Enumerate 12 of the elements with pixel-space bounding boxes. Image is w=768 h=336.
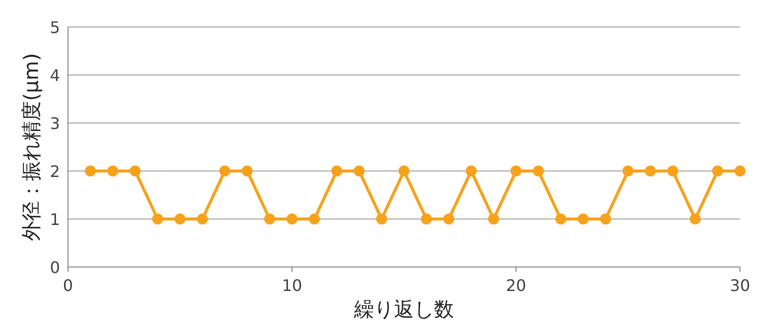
y-axis-title: 外径：振れ精度(μm) [19, 53, 43, 241]
y-tick-label: 3 [50, 114, 60, 133]
x-axis-title: 繰り返し数 [353, 297, 454, 321]
y-tick-label: 4 [50, 66, 60, 85]
x-tick-label: 10 [282, 276, 302, 295]
x-tick-label: 20 [506, 276, 526, 295]
x-tick-label: 30 [730, 276, 750, 295]
y-tick-label: 0 [50, 258, 60, 277]
x-tick-label: 0 [62, 276, 74, 295]
y-tick-label: 1 [50, 210, 60, 229]
y-tick-label: 5 [50, 18, 60, 37]
y-tick-label: 2 [50, 162, 60, 181]
